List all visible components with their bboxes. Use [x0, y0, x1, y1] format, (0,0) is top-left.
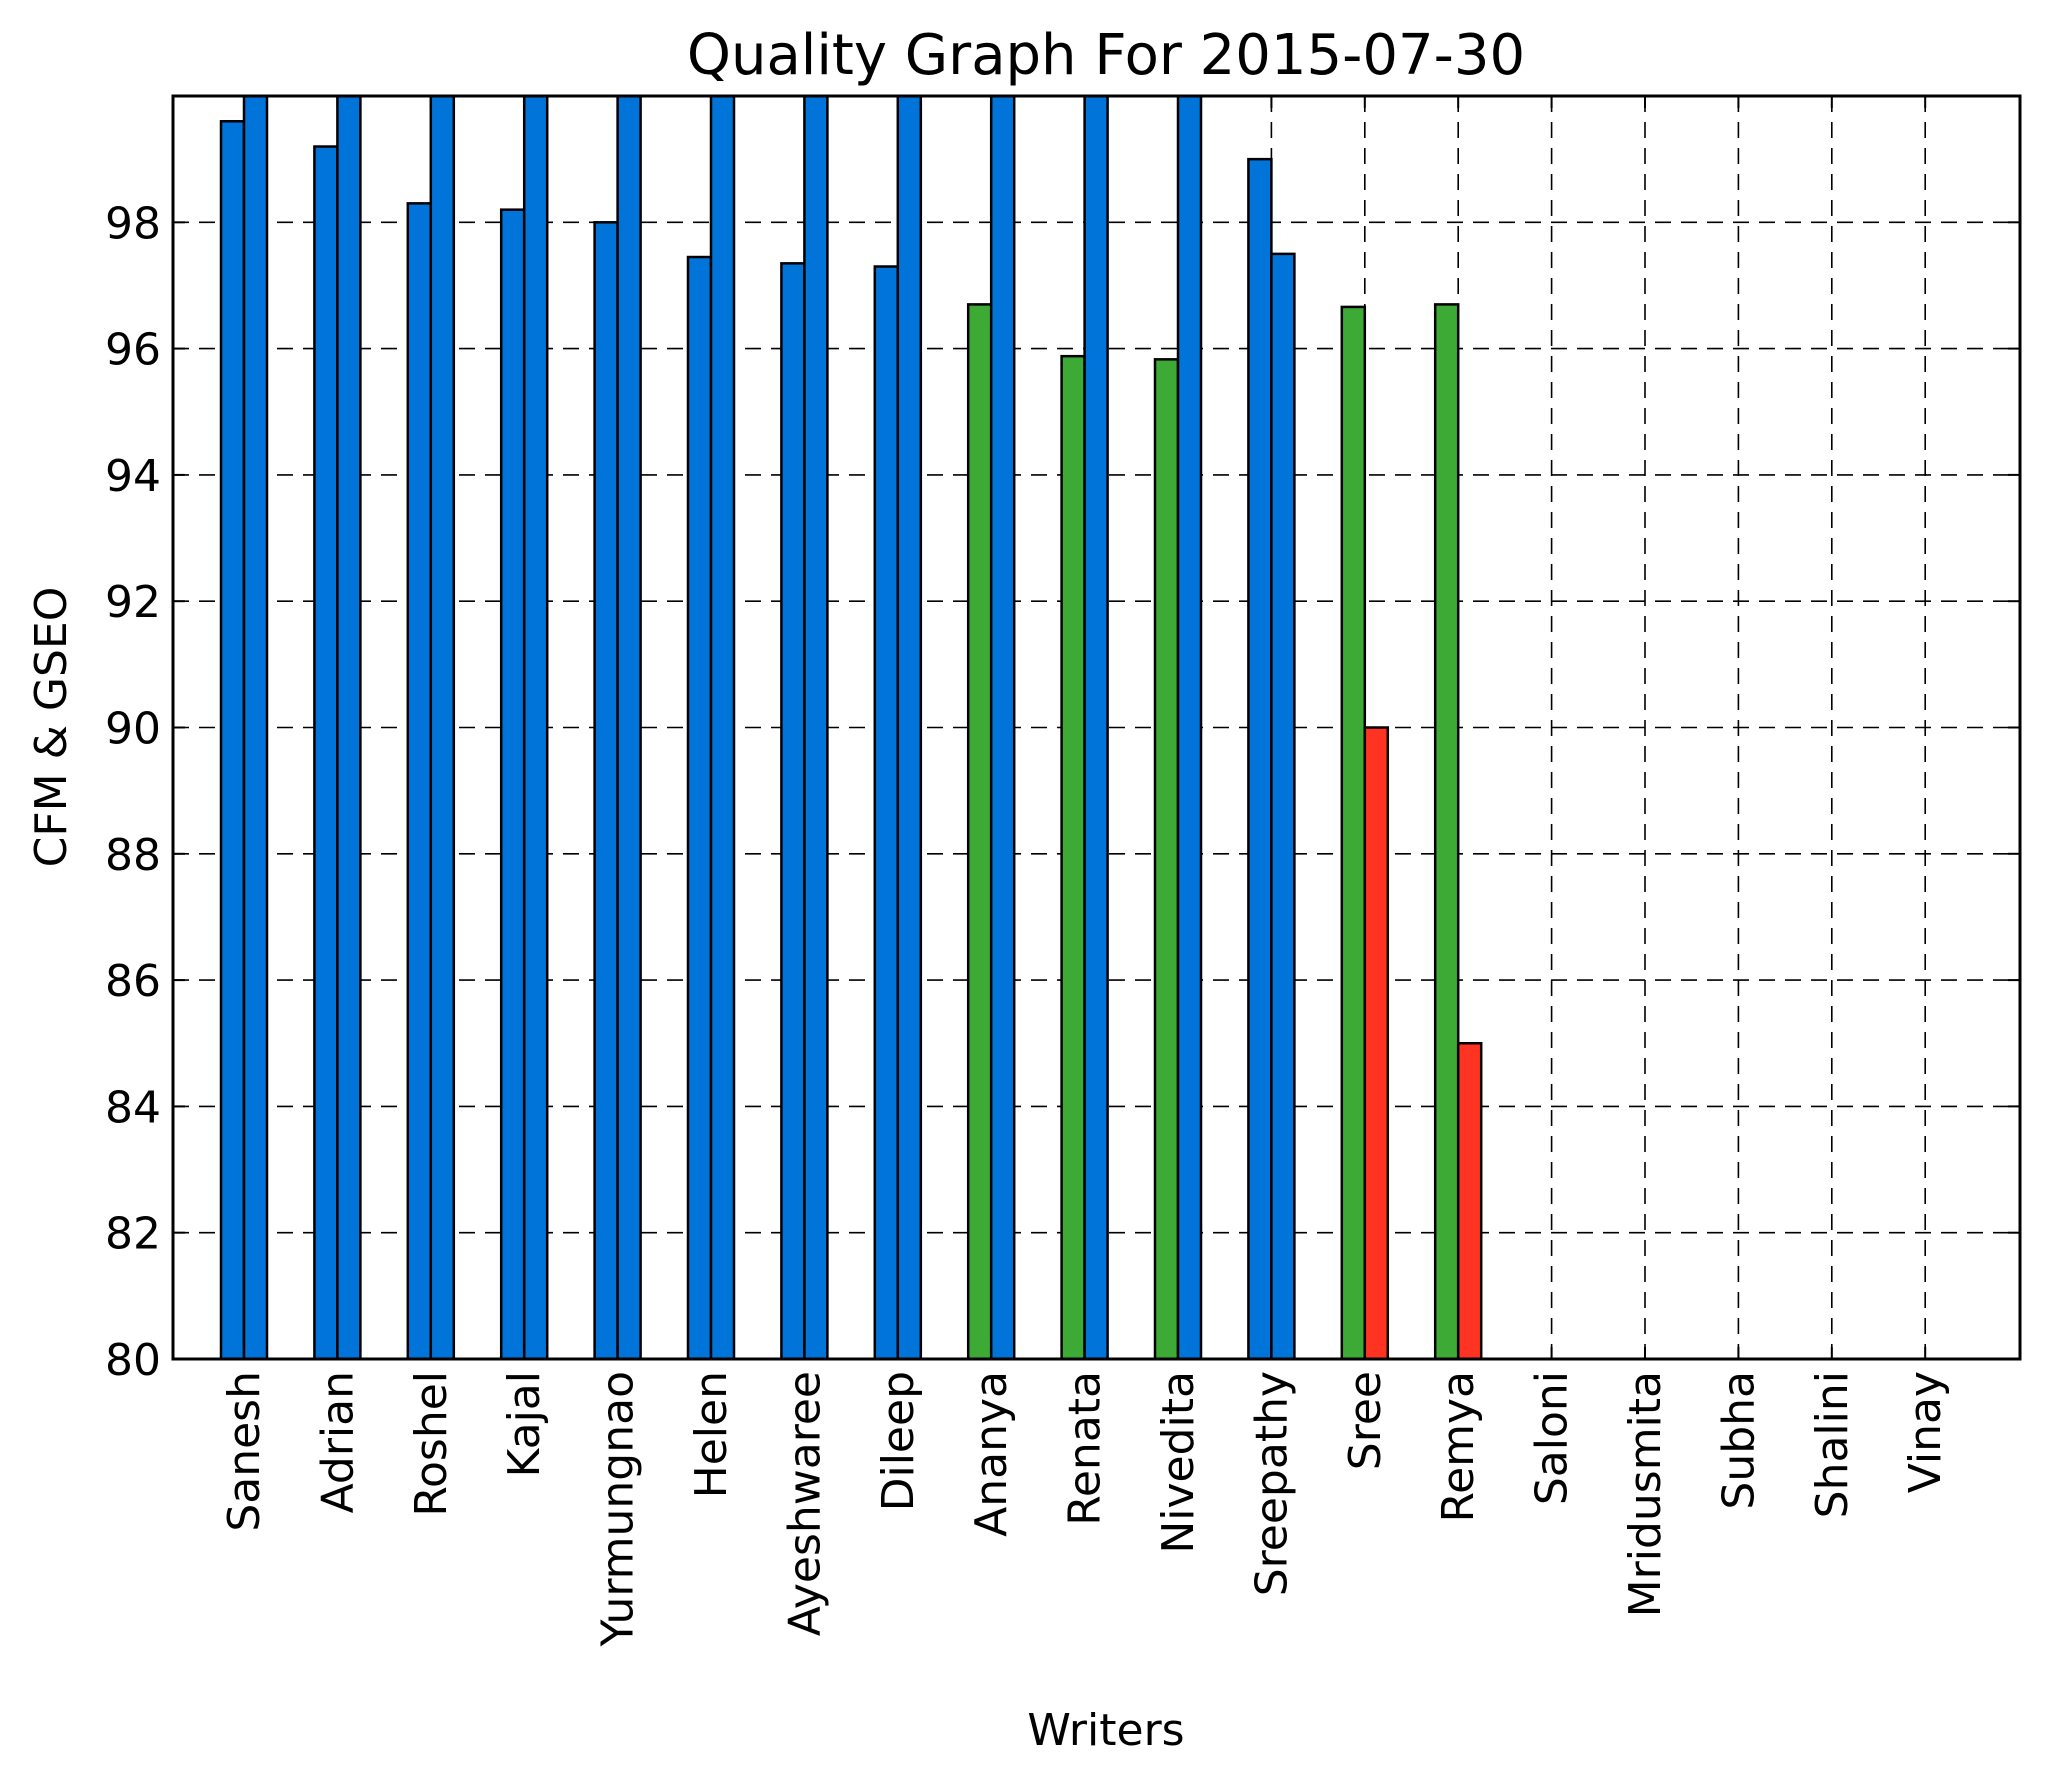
- y-tick-label: 90: [105, 704, 161, 755]
- bar-gseo-ayeshwaree: [803, 94, 829, 1361]
- y-tick-label: 86: [105, 956, 161, 1007]
- x-tick-label: Helen: [686, 1371, 737, 1498]
- bar-cfm-adrian: [313, 145, 339, 1361]
- x-tick-label: Sreepathy: [1246, 1371, 1297, 1596]
- y-tick-label: 80: [105, 1335, 161, 1386]
- bar-cfm-ananya: [966, 303, 993, 1361]
- bar-gseo-remya: [1456, 1042, 1483, 1361]
- bar-cfm-ayeshwaree: [780, 262, 806, 1361]
- bar-cfm-sree: [1340, 305, 1367, 1361]
- bar-gseo-renata: [1083, 94, 1109, 1361]
- x-tick-label: Shalini: [1807, 1371, 1858, 1518]
- y-axis-label: CFM & GSEO: [26, 587, 77, 868]
- bar-cfm-remya: [1433, 303, 1460, 1361]
- bar-gseo-nivedita: [1176, 94, 1203, 1361]
- bar-cfm-helen: [686, 255, 713, 1361]
- x-tick-label: Saloni: [1527, 1371, 1578, 1505]
- x-tick-label: Renata: [1060, 1371, 1111, 1526]
- x-tick-label: Sree: [1340, 1371, 1391, 1470]
- bar-gseo-sree: [1363, 726, 1390, 1361]
- x-tick-label: Vinay: [1900, 1371, 1951, 1493]
- bar-cfm-sanesh: [219, 120, 246, 1361]
- y-tick-label: 92: [105, 577, 161, 628]
- bar-series: [219, 94, 1483, 1361]
- bar-cfm-sreepathy: [1247, 157, 1273, 1361]
- x-tick-label: Kajal: [499, 1371, 550, 1477]
- bar-gseo-yurmungnao: [616, 94, 642, 1361]
- x-tick-label: Sanesh: [219, 1371, 270, 1532]
- x-axis-label: Writers: [1027, 1705, 1184, 1756]
- x-tick-label: Adrian: [312, 1371, 363, 1513]
- y-tick-label: 84: [105, 1082, 161, 1133]
- bar-gseo-sanesh: [242, 94, 269, 1361]
- x-tick-label: Yurmungnao: [593, 1371, 644, 1647]
- x-tick-label: Remya: [1433, 1371, 1484, 1523]
- bar-gseo-roshel: [429, 94, 456, 1361]
- x-axis-ticks: Sanesh Adrian Roshel Kajal Yurmungnao Helen Ay…: [219, 96, 1951, 1647]
- bar-cfm-renata: [1060, 354, 1086, 1361]
- x-tick-label: Roshel: [406, 1371, 457, 1517]
- x-tick-label: Mridusmita: [1620, 1371, 1671, 1617]
- x-tick-label: Subha: [1713, 1371, 1764, 1510]
- bar-cfm-yurmungnao: [593, 221, 619, 1361]
- x-tick-label: Ananya: [966, 1371, 1017, 1537]
- x-tick-label: Dileep: [873, 1371, 924, 1511]
- bar-gseo-ananya: [989, 94, 1016, 1361]
- y-tick-label: 88: [105, 830, 161, 881]
- y-tick-label: 98: [105, 198, 161, 249]
- bar-cfm-kajal: [499, 208, 526, 1361]
- chart-title: Quality Graph For 2015-07-30: [687, 23, 1525, 88]
- bar-gseo-sreepathy: [1270, 252, 1296, 1361]
- y-tick-label: 96: [105, 325, 161, 376]
- bar-cfm-nivedita: [1153, 358, 1180, 1361]
- y-tick-label: 94: [105, 451, 161, 502]
- bar-cfm-dileep: [873, 265, 900, 1361]
- x-tick-label: Ayeshwaree: [779, 1371, 830, 1636]
- bar-gseo-kajal: [522, 94, 549, 1361]
- y-axis-ticks: 80 82 84 86 88 90 92 94 96 98: [105, 198, 2020, 1386]
- bar-gseo-adrian: [336, 94, 362, 1361]
- y-tick-label: 82: [105, 1209, 161, 1260]
- bar-cfm-roshel: [406, 202, 433, 1361]
- bar-gseo-helen: [709, 94, 736, 1361]
- x-tick-label: Nivedita: [1153, 1371, 1204, 1554]
- bar-gseo-dileep: [896, 94, 923, 1361]
